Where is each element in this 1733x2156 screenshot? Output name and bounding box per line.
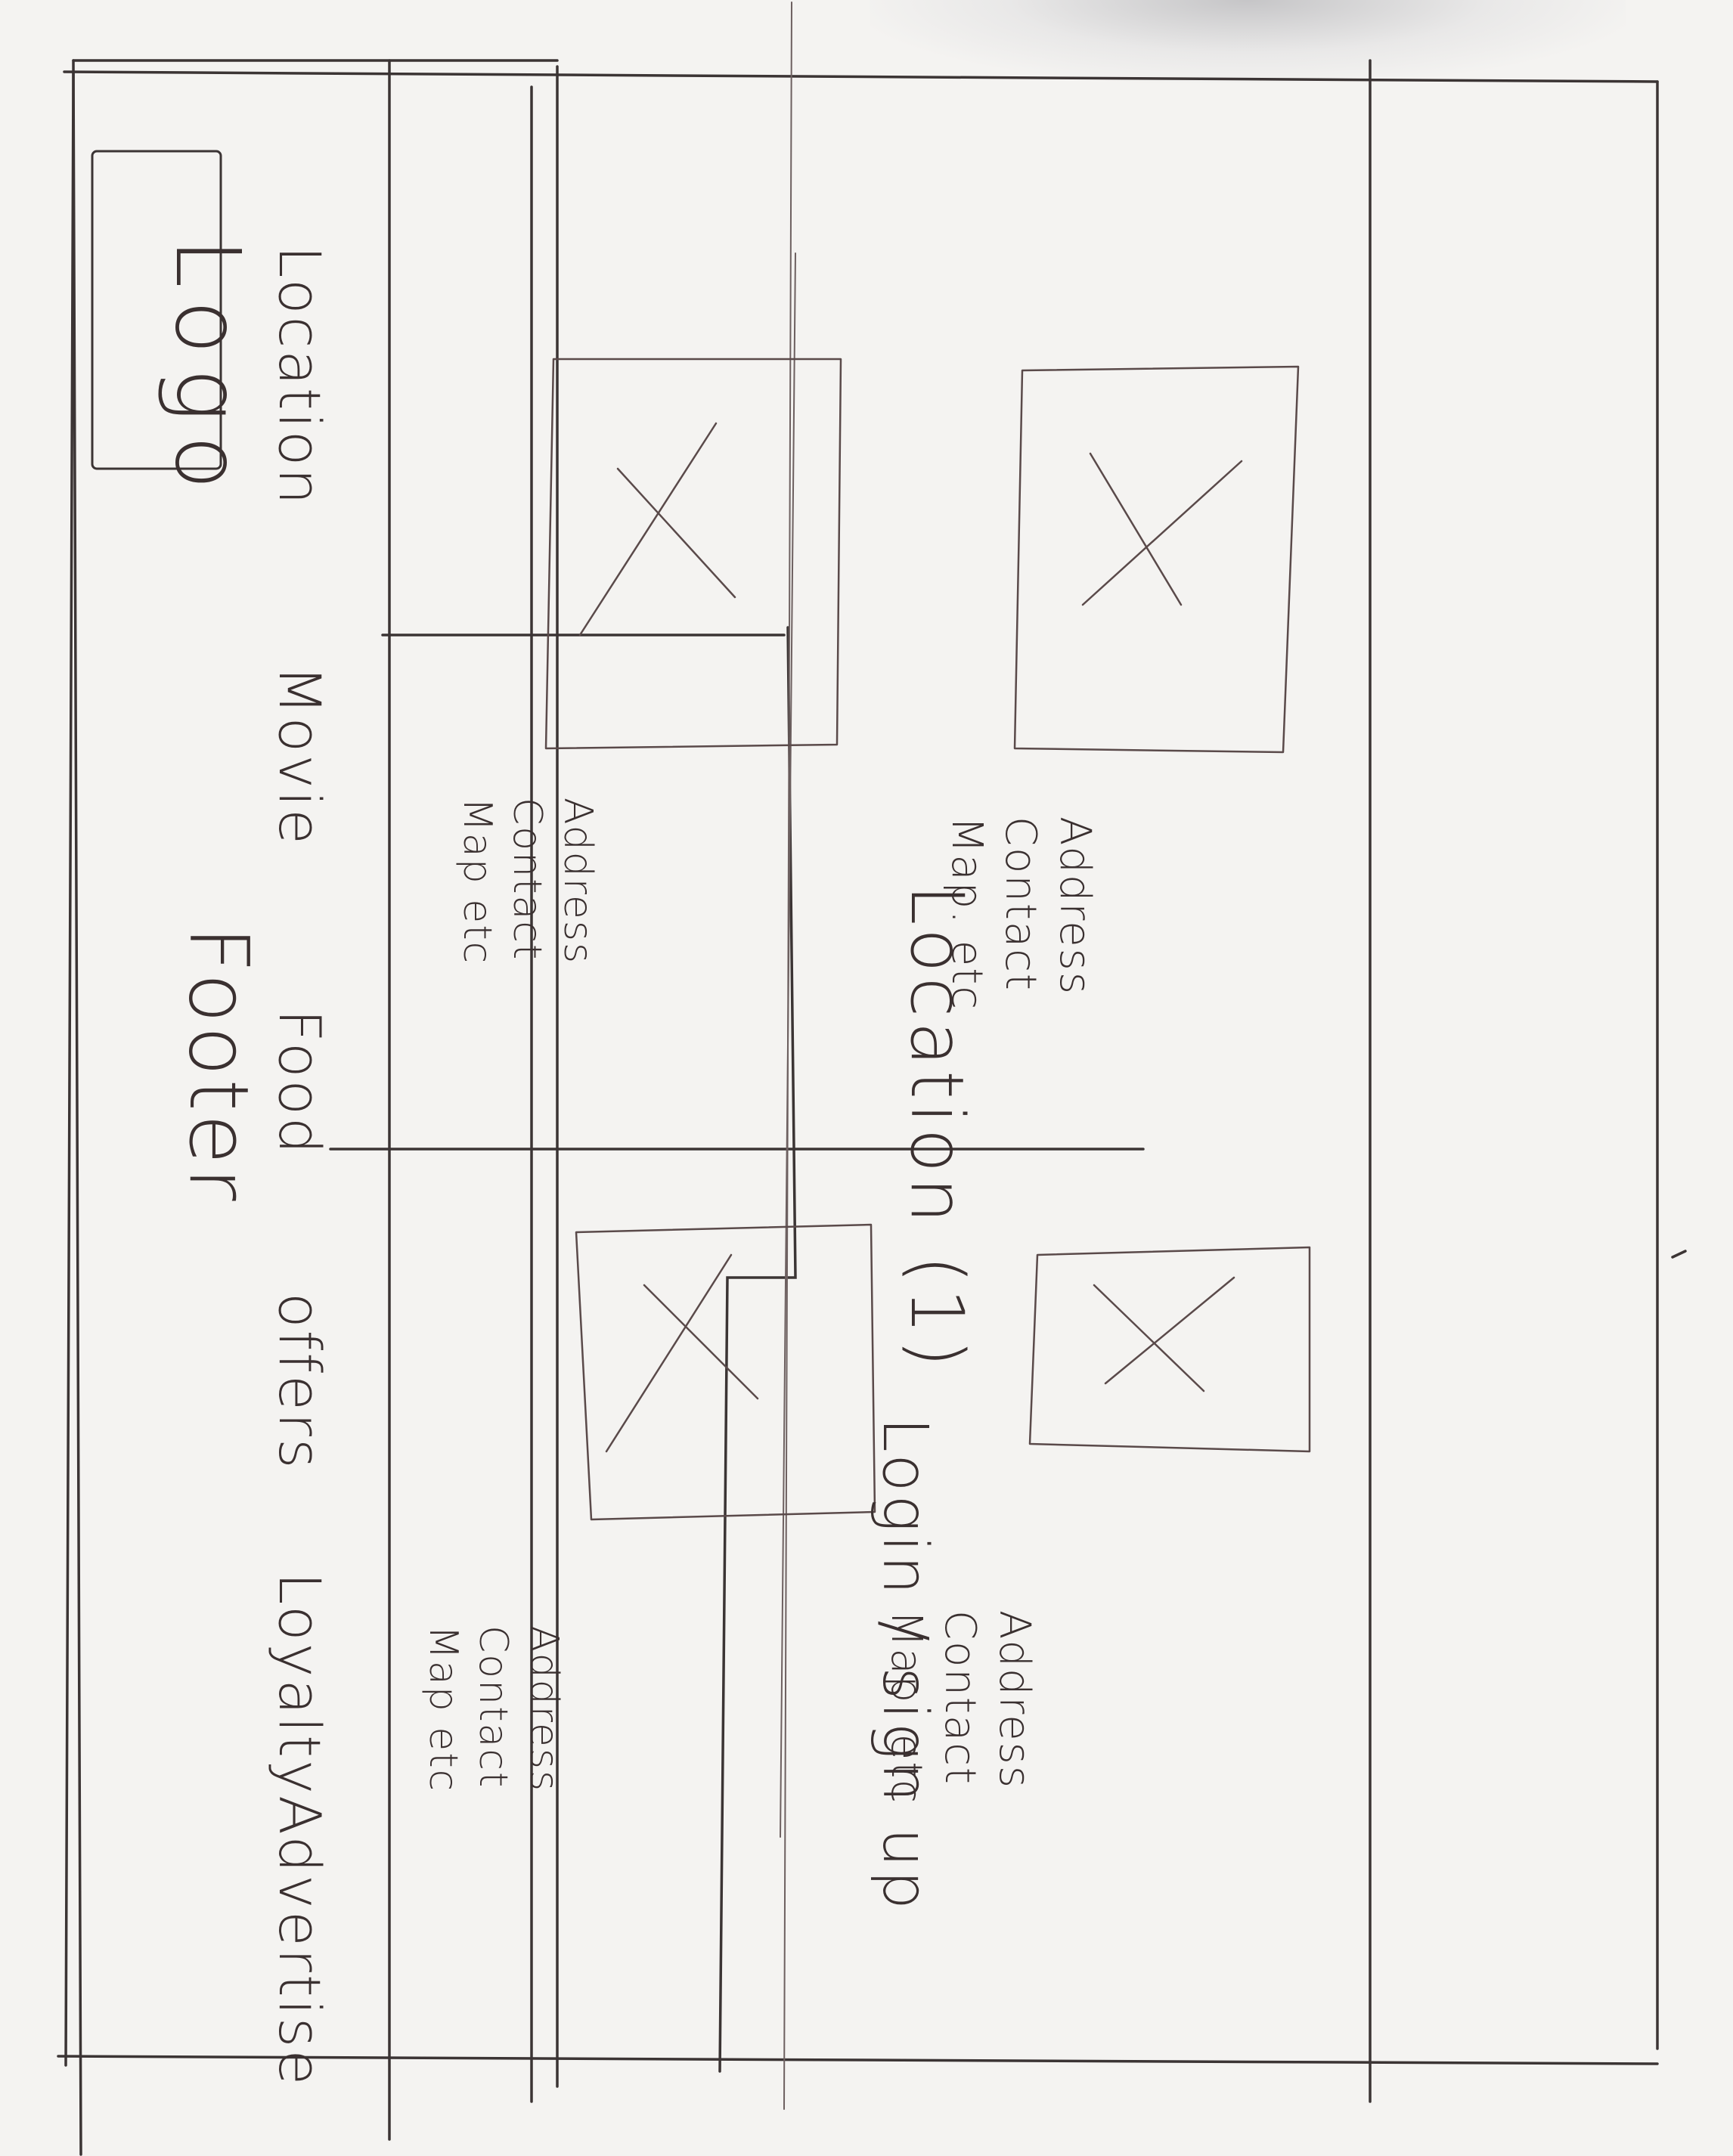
card-contact: Contact xyxy=(996,816,1046,992)
logo-box xyxy=(91,150,222,470)
header-top-border xyxy=(64,70,75,2067)
card-map: Map. etc xyxy=(941,816,991,1011)
image-placeholder-1 xyxy=(544,358,842,750)
image-placeholder-4 xyxy=(1028,1246,1311,1453)
card-map: Map etc xyxy=(454,798,500,965)
card-contact: Contact xyxy=(470,1625,516,1789)
paper-shadow xyxy=(870,0,1626,83)
card-map: Map etc xyxy=(420,1625,466,1793)
card-address: Address xyxy=(1050,816,1099,996)
nav-item-advertise[interactable]: Advertise xyxy=(266,1795,333,2088)
nav-item-location[interactable]: Location xyxy=(266,246,333,507)
outer-frame-left xyxy=(63,70,1659,83)
card-address: Address xyxy=(521,1625,566,1793)
footer-tick xyxy=(1671,1250,1687,1259)
grid-midline xyxy=(783,2,792,2110)
outer-frame-top xyxy=(72,59,82,2156)
image-placeholder-1-cross xyxy=(616,467,736,599)
card-info: Address Contact Map. etc xyxy=(939,816,1102,1011)
nav-item-offers[interactable]: offers xyxy=(266,1293,333,1471)
card-info: Address Contact Map etc xyxy=(451,798,603,965)
nav-item-movie[interactable]: Movie xyxy=(266,665,333,847)
image-placeholder-3 xyxy=(575,1223,876,1521)
nav-item-loyalty[interactable]: Loyalty xyxy=(266,1572,333,1796)
login-divider xyxy=(381,626,797,2073)
image-placeholder-2 xyxy=(1013,365,1300,754)
footer-label: Footer xyxy=(171,926,265,1204)
logo-label: Logo xyxy=(156,238,260,503)
card-map: Map. etc xyxy=(881,1610,931,1804)
card-info: Address Contact Map etc xyxy=(417,1625,569,1792)
card-contact: Contact xyxy=(504,798,550,962)
card-address: Address xyxy=(990,1610,1039,1790)
outer-frame-right xyxy=(57,2055,1659,2065)
nav-item-food[interactable]: Food xyxy=(266,1009,333,1157)
card-info: Address Contact Map. etc xyxy=(879,1610,1041,1804)
card-contact: Contact xyxy=(935,1610,985,1786)
card-address: Address xyxy=(555,798,600,965)
